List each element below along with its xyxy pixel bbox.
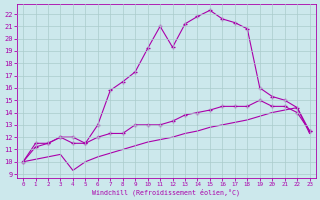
X-axis label: Windchill (Refroidissement éolien,°C): Windchill (Refroidissement éolien,°C) <box>92 188 240 196</box>
